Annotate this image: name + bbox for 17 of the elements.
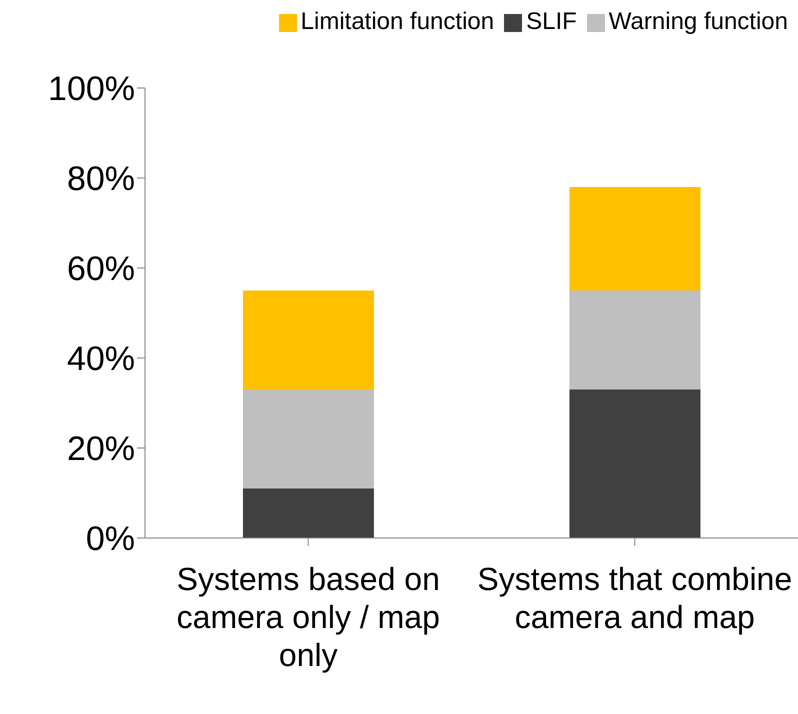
x-tick-label: Systems that combine camera and map [477, 561, 792, 635]
y-tick-label: 60% [66, 250, 135, 288]
bar [242, 290, 374, 390]
legend-label: Warning function [608, 8, 788, 35]
bar [569, 290, 700, 390]
legend-label: SLIF [526, 8, 577, 35]
bar [242, 390, 374, 488]
y-tick-label: 20% [66, 430, 135, 468]
bar [569, 390, 700, 538]
y-tick-label: 100% [48, 70, 135, 108]
y-tick-label: 40% [66, 340, 135, 378]
bar [242, 488, 374, 538]
legend-label: Limitation function [300, 8, 494, 35]
x-tick-label: Systems based on camera only / map only [176, 561, 440, 673]
bar [569, 187, 700, 290]
y-tick-label: 80% [66, 160, 135, 198]
y-tick-label: 0% [86, 520, 135, 558]
